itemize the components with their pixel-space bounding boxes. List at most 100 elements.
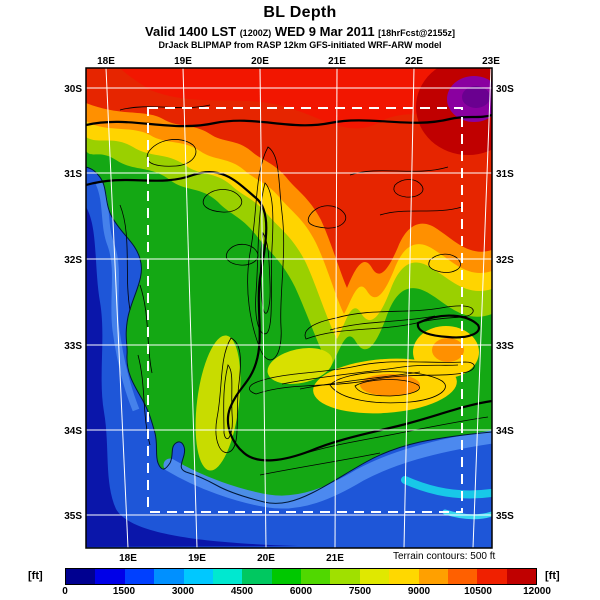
colorbar-segment — [477, 569, 507, 584]
lon-tick-label: 21E — [326, 553, 344, 564]
grid-line-lon — [403, 67, 415, 549]
terrain-contour — [119, 204, 131, 311]
map-frame — [85, 67, 493, 549]
axis-labels: 18E 19E 20E 21E 22E 23E 18E 19E 20E 21E … — [64, 56, 514, 564]
grid-line-lon — [472, 67, 492, 549]
colorbar-segment — [242, 569, 272, 584]
colorbar-tick-label: 4500 — [230, 586, 254, 597]
colorbar-segment — [154, 569, 184, 584]
lon-tick-label: 21E — [328, 56, 346, 67]
colorbar-segment — [359, 569, 390, 584]
terrain-contour — [223, 364, 233, 439]
colorbar-tick-label: 0 — [62, 586, 68, 597]
lat-tick-label: 33S — [64, 341, 82, 352]
ocean-deep-fill — [86, 207, 298, 547]
lat-tick-label: 35S — [496, 511, 514, 522]
terrain-contour — [259, 452, 381, 476]
bl-max-purple-core — [462, 86, 490, 108]
lat-tick-label: 30S — [64, 84, 82, 95]
terrain-contour — [247, 146, 285, 361]
terrain-contour-bold — [416, 314, 481, 339]
grid-line-lon — [182, 67, 198, 549]
inner-domain-boundary — [147, 107, 463, 513]
ocean-nearshore-south — [163, 430, 492, 509]
colorbar-tick-label: 12000 — [523, 586, 551, 597]
colorbar-segment — [506, 569, 536, 584]
terrain-contour — [281, 364, 459, 385]
colorbar-scale-labels: 0 1500 3000 4500 6000 7500 9000 10500 12… — [62, 586, 551, 599]
lat-tick-label: 33S — [496, 341, 514, 352]
colorbar-tick-label: 1500 — [112, 586, 136, 597]
page-title: BL Depth — [263, 4, 337, 21]
terrain-contour — [248, 361, 475, 395]
lat-tick-label: 32S — [64, 255, 82, 266]
terrain-contour-bold — [86, 171, 492, 462]
colorbar-segment — [95, 569, 125, 584]
colorbar-segment — [418, 569, 448, 584]
valid-time: Valid 1400 LST — [145, 24, 237, 39]
valid-zulu-time: (1200Z) — [239, 28, 272, 38]
colorbar-segment — [301, 569, 331, 584]
ocean-cyan-band — [401, 476, 492, 499]
terrain-contour — [299, 371, 421, 390]
lon-tick-label: 18E — [119, 553, 137, 564]
colorbar-segment — [330, 569, 360, 584]
lon-tick-label: 18E — [97, 56, 115, 67]
colorbar — [65, 568, 537, 585]
colorbar-segment — [271, 569, 301, 584]
map-plot: 18E 19E 20E 21E 22E 23E 18E 19E 20E 21E … — [64, 56, 514, 564]
colorbar-unit-right: [ft] — [545, 570, 560, 582]
lat-tick-label: 34S — [496, 426, 514, 437]
grid-line-lon — [259, 67, 267, 549]
terrain-contour — [215, 337, 241, 453]
terrain-contours-bold — [86, 113, 492, 462]
valid-time-line: Valid 1400 LST (1200Z) WED 9 Mar 2011 [1… — [0, 24, 600, 39]
terrain-contour — [307, 205, 347, 229]
grid-line-lon — [334, 67, 338, 549]
colorbar-tick-label: 6000 — [289, 586, 313, 597]
lon-tick-label: 20E — [257, 553, 275, 564]
lon-tick-label: 20E — [251, 56, 269, 67]
terrain-contour — [202, 189, 243, 213]
terrain-contour — [255, 182, 274, 335]
colorbar-tick-label: 3000 — [171, 586, 195, 597]
karoo-yellowgreen-patch — [267, 348, 333, 384]
colorbar-segment — [124, 569, 155, 584]
colorbar-segment — [389, 569, 419, 584]
lat-tick-label: 31S — [496, 169, 514, 180]
terrain-contour — [379, 206, 463, 216]
terrain-contour — [393, 179, 424, 198]
header: BL Depth Valid 1400 LST (1200Z) WED 9 Ma… — [0, 4, 600, 50]
terrain-contour — [299, 416, 489, 456]
latlon-grid — [86, 67, 492, 549]
bl-band-red — [86, 68, 492, 288]
lat-tick-label: 34S — [64, 426, 82, 437]
colorbar-segment — [183, 569, 213, 584]
terrain-contour — [329, 315, 436, 331]
valid-date: WED 9 Mar 2011 — [274, 24, 375, 39]
lat-tick-label: 30S — [496, 84, 514, 95]
terrain-contour-bold — [86, 113, 492, 128]
colorbar-segment — [66, 569, 96, 584]
lat-tick-label: 31S — [64, 169, 82, 180]
bl-core-red — [120, 68, 468, 129]
terrain-contour — [428, 253, 461, 273]
forecast-offset: [18hrFcst@2155z] — [378, 28, 455, 38]
karoo-orange-core-east — [432, 338, 464, 362]
ocean-nearshore-west — [95, 181, 140, 412]
lat-tick-label: 32S — [496, 255, 514, 266]
terrain-contours-note: Terrain contours: 500 ft — [391, 551, 498, 562]
colorbar-segment — [212, 569, 243, 584]
terrain-contour — [146, 139, 197, 167]
terrain-contour — [329, 371, 446, 404]
lon-tick-label: 19E — [174, 56, 192, 67]
lon-tick-label: 23E — [482, 56, 500, 67]
lon-tick-label: 19E — [188, 553, 206, 564]
colorbar-tick-label: 7500 — [348, 586, 372, 597]
terrain-contour — [354, 379, 420, 397]
grid-line-lon — [105, 67, 129, 549]
model-info-line: DrJack BLIPMAP from RASP 12km GFS-initia… — [158, 40, 442, 50]
terrain-contour — [225, 243, 259, 266]
colorbar-segment — [447, 569, 478, 584]
